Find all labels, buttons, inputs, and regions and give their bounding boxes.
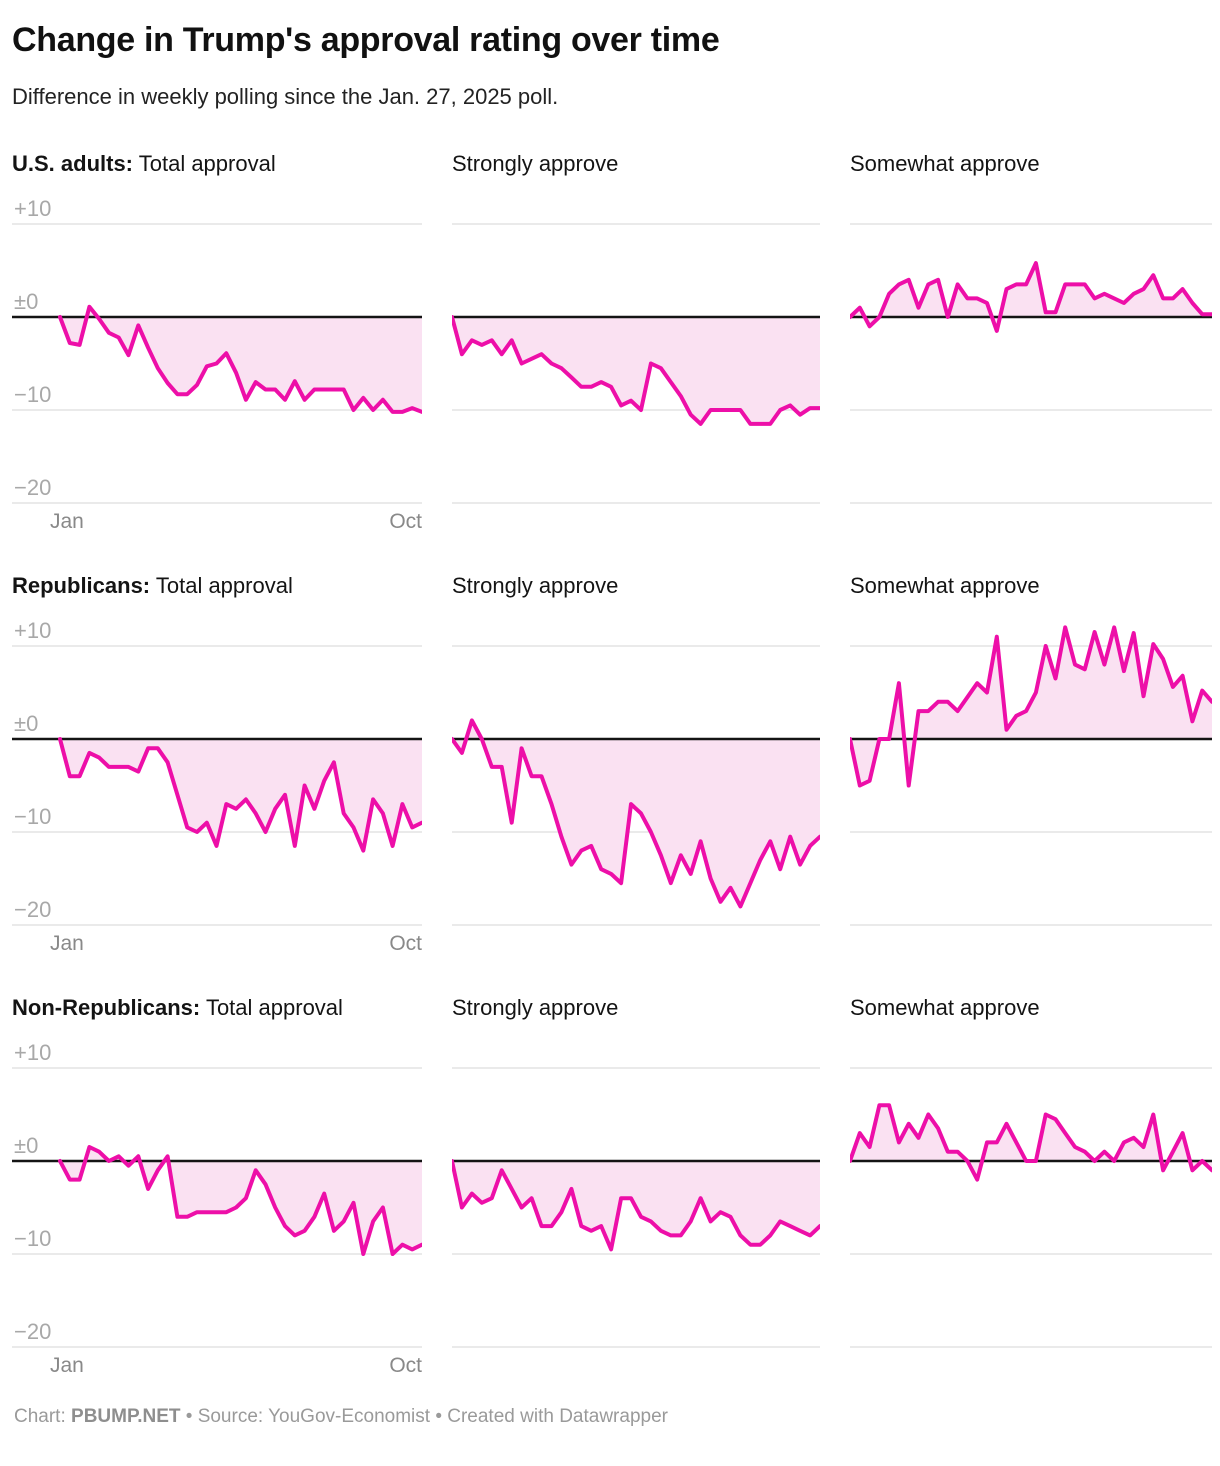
- us-adults-somewhat-approve-chart: [850, 223, 1212, 505]
- non-republicans-total-approval-panel: Non-Republicans: Total approval +10 ±0 −10…: [12, 994, 422, 1380]
- panel-title-measure: Total approval: [133, 151, 276, 177]
- svg-text:−20: −20: [14, 897, 51, 922]
- republicans-strongly-approve-panel: Strongly approve: [452, 572, 820, 958]
- republicans-total-approval-chart: +10 ±0 −10 −20: [12, 618, 422, 927]
- x-axis-label-jan: Jan: [50, 1354, 84, 1378]
- non-republicans-somewhat-approve-panel: Somewhat approve: [850, 994, 1212, 1380]
- panel-title-measure: Total approval: [150, 573, 293, 599]
- footer-credit: Chart: PBUMP.NET • Source: YouGov-Econom…: [12, 1406, 1210, 1428]
- non-republicans-strongly-approve-chart: [452, 1067, 820, 1349]
- panel-title-measure: Strongly approve: [452, 151, 619, 177]
- x-axis: Jan Oct: [12, 930, 422, 958]
- non-republicans-somewhat-approve-chart: [850, 1067, 1212, 1349]
- chart-grid: U.S. adults: Total approval +10 ±0 −10 −20 …: [12, 150, 1212, 1380]
- panel-title: Strongly approve: [452, 994, 820, 1024]
- x-axis-spacer: [850, 930, 1212, 958]
- svg-text:±0: ±0: [14, 1133, 38, 1158]
- republicans-somewhat-approve-panel: Somewhat approve: [850, 572, 1212, 958]
- x-axis-label-jan: Jan: [50, 510, 84, 534]
- panel-title-measure: Somewhat approve: [850, 151, 1040, 177]
- panel-title-measure: Somewhat approve: [850, 573, 1040, 599]
- panel-title: Somewhat approve: [850, 994, 1212, 1024]
- panel-title: Somewhat approve: [850, 150, 1212, 180]
- panel-title: Republicans: Total approval: [12, 572, 422, 602]
- panel-title: U.S. adults: Total approval: [12, 150, 422, 180]
- non-republicans-strongly-approve-panel: Strongly approve: [452, 994, 820, 1380]
- x-axis-label-oct: Oct: [389, 932, 422, 956]
- x-axis-spacer: [850, 1352, 1212, 1380]
- panel-title-measure: Somewhat approve: [850, 995, 1040, 1021]
- footer-chart-name: PBUMP.NET: [71, 1406, 181, 1428]
- us-adults-strongly-approve-panel: Strongly approve: [452, 150, 820, 536]
- svg-text:−10: −10: [14, 1226, 51, 1251]
- x-axis: Jan Oct: [12, 1352, 422, 1380]
- x-axis-label-jan: Jan: [50, 932, 84, 956]
- us-adults-total-approval-panel: U.S. adults: Total approval +10 ±0 −10 −20 …: [12, 150, 422, 536]
- republicans-total-approval-panel: Republicans: Total approval +10 ±0 −10 −20 …: [12, 572, 422, 958]
- x-axis-spacer: [452, 1352, 820, 1380]
- panel-title-measure: Total approval: [200, 995, 343, 1021]
- footer-meta: • Source: YouGov-Economist • Created wit…: [180, 1406, 668, 1428]
- panel-title-measure: Strongly approve: [452, 573, 619, 599]
- svg-text:−20: −20: [14, 475, 51, 500]
- panel-title: Non-Republicans: Total approval: [12, 994, 422, 1024]
- page-subtitle: Difference in weekly polling since the J…: [12, 83, 559, 109]
- us-adults-somewhat-approve-panel: Somewhat approve: [850, 150, 1212, 536]
- svg-text:−20: −20: [14, 1319, 51, 1344]
- x-axis-label-oct: Oct: [389, 510, 422, 534]
- panel-title-group: Non-Republicans:: [12, 995, 201, 1021]
- republicans-strongly-approve-chart: [452, 645, 820, 927]
- page: Change in Trump's approval rating over t…: [12, 21, 1212, 1428]
- x-axis-label-oct: Oct: [389, 1354, 422, 1378]
- svg-text:+10: +10: [14, 1040, 51, 1065]
- svg-text:±0: ±0: [14, 711, 38, 736]
- panel-title: Somewhat approve: [850, 572, 1212, 602]
- x-axis-spacer: [452, 930, 820, 958]
- non-republicans-total-approval-chart: +10 ±0 −10 −20: [12, 1040, 422, 1349]
- x-axis-spacer: [452, 508, 820, 536]
- svg-text:±0: ±0: [14, 289, 38, 314]
- panel-title: Strongly approve: [452, 572, 820, 602]
- x-axis: Jan Oct: [12, 508, 422, 536]
- us-adults-total-approval-chart: +10 ±0 −10 −20: [12, 196, 422, 505]
- us-adults-strongly-approve-chart: [452, 223, 820, 505]
- page-title: Change in Trump's approval rating over t…: [12, 21, 720, 59]
- panel-title-group: U.S. adults:: [12, 151, 134, 177]
- svg-text:−10: −10: [14, 804, 51, 829]
- footer-chart-label: Chart:: [14, 1406, 72, 1428]
- republicans-somewhat-approve-chart: [850, 625, 1212, 927]
- x-axis-spacer: [850, 508, 1212, 536]
- svg-text:+10: +10: [14, 196, 51, 221]
- panel-title-group: Republicans:: [12, 573, 151, 599]
- panel-title-measure: Strongly approve: [452, 995, 619, 1021]
- panel-title: Strongly approve: [452, 150, 820, 180]
- svg-text:+10: +10: [14, 618, 51, 643]
- svg-text:−10: −10: [14, 382, 51, 407]
